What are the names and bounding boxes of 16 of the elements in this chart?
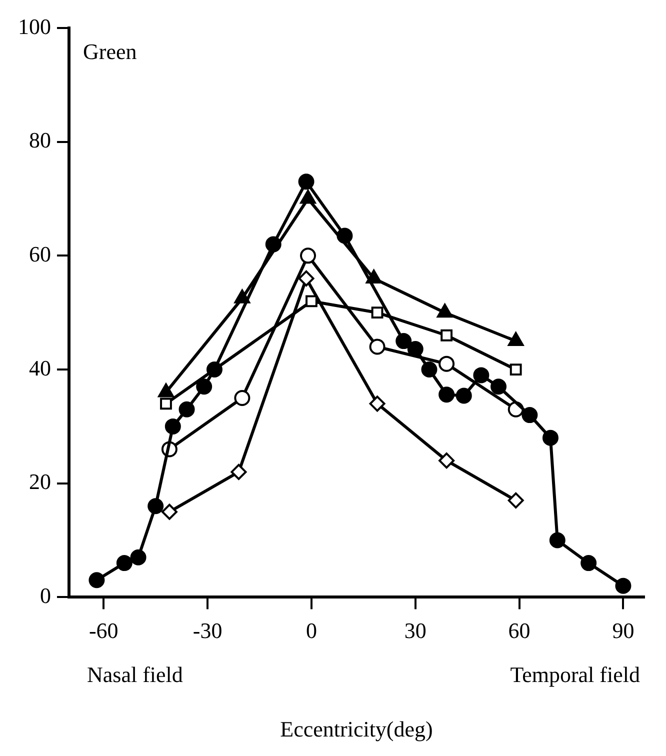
text: Nasal field (87, 662, 183, 687)
text: Temporal field (510, 662, 640, 687)
x-tick-label: 90 (612, 618, 634, 644)
y-tick-label: 20 (29, 469, 51, 494)
x-tick-label: -30 (192, 618, 222, 644)
y-tick-label: 40 (29, 355, 51, 380)
y-tick-label: 0 (40, 582, 51, 608)
y-tick-label: 60 (29, 241, 51, 266)
x-tick-label: 30 (404, 618, 426, 644)
x-tick-label: 0 (306, 618, 317, 644)
x-axis-title: Eccentricity(deg) (280, 716, 433, 742)
x-tick-label: 60 (508, 618, 530, 644)
y-tick-label: 100 (18, 14, 51, 39)
annotation: Green (83, 38, 137, 64)
y-tick-label: 80 (29, 128, 51, 153)
x-tick-label: -60 (88, 618, 118, 644)
